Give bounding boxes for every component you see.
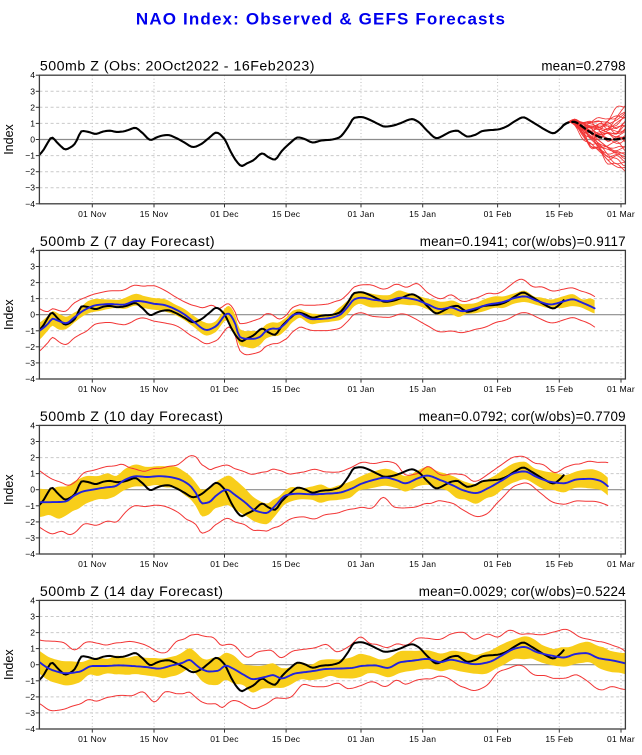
svg-text:0: 0	[30, 660, 35, 670]
svg-text:01 Feb: 01 Feb	[484, 384, 512, 394]
svg-text:0: 0	[30, 135, 35, 145]
svg-text:500mb Z (10 day Forecast): 500mb Z (10 day Forecast)	[40, 409, 224, 425]
svg-text:1: 1	[30, 469, 35, 479]
svg-text:01 Dec: 01 Dec	[210, 384, 239, 394]
svg-text:15 Feb: 15 Feb	[545, 734, 573, 744]
svg-text:−3: −3	[25, 358, 35, 368]
svg-text:mean=0.0029; cor(w/obs)=0.5224: mean=0.0029; cor(w/obs)=0.5224	[419, 584, 626, 599]
svg-text:Index: Index	[2, 474, 16, 505]
svg-text:4: 4	[30, 595, 35, 605]
svg-text:01 Dec: 01 Dec	[210, 559, 239, 569]
svg-text:−4: −4	[25, 374, 35, 384]
svg-text:−1: −1	[25, 676, 35, 686]
svg-text:01 Feb: 01 Feb	[484, 559, 512, 569]
svg-text:mean=0.1941; cor(w/obs)=0.9117: mean=0.1941; cor(w/obs)=0.9117	[420, 234, 626, 249]
svg-text:−4: −4	[25, 724, 35, 734]
svg-text:01 Nov: 01 Nov	[78, 209, 107, 219]
svg-text:−2: −2	[25, 167, 35, 177]
svg-text:15 Dec: 15 Dec	[272, 384, 301, 394]
svg-text:500mb Z (14 day Forecast): 500mb Z (14 day Forecast)	[40, 584, 224, 600]
svg-text:Index: Index	[2, 299, 16, 330]
svg-text:15 Nov: 15 Nov	[140, 209, 169, 219]
svg-text:−2: −2	[25, 692, 35, 702]
svg-text:15 Jan: 15 Jan	[409, 384, 436, 394]
svg-text:01 Mar: 01 Mar	[607, 209, 635, 219]
svg-text:15 Nov: 15 Nov	[140, 384, 169, 394]
svg-text:Index: Index	[2, 123, 16, 154]
svg-text:mean=0.2798: mean=0.2798	[541, 59, 625, 74]
svg-text:01 Nov: 01 Nov	[78, 384, 107, 394]
svg-text:01 Feb: 01 Feb	[484, 209, 512, 219]
svg-text:01 Jan: 01 Jan	[347, 209, 374, 219]
svg-text:15 Feb: 15 Feb	[545, 209, 573, 219]
svg-text:01 Dec: 01 Dec	[210, 209, 239, 219]
svg-text:01 Feb: 01 Feb	[484, 734, 512, 744]
svg-text:NAO Index: Observed & GEFS For: NAO Index: Observed & GEFS Forecasts	[136, 10, 506, 29]
svg-text:15 Feb: 15 Feb	[545, 559, 573, 569]
svg-text:3: 3	[30, 86, 35, 96]
svg-text:Index: Index	[2, 649, 16, 680]
svg-text:01 Jan: 01 Jan	[347, 384, 374, 394]
svg-text:mean=0.0792; cor(w/obs)=0.7709: mean=0.0792; cor(w/obs)=0.7709	[419, 409, 626, 424]
svg-text:2: 2	[30, 628, 35, 638]
svg-text:1: 1	[30, 294, 35, 304]
svg-text:0: 0	[30, 485, 35, 495]
svg-text:−2: −2	[25, 517, 35, 527]
svg-text:500mb Z (7 day Forecast): 500mb Z (7 day Forecast)	[40, 234, 215, 250]
svg-text:15 Dec: 15 Dec	[272, 209, 301, 219]
svg-text:−4: −4	[25, 549, 35, 559]
svg-text:−1: −1	[25, 326, 35, 336]
svg-text:−1: −1	[25, 151, 35, 161]
svg-text:01 Mar: 01 Mar	[607, 559, 635, 569]
svg-text:01 Mar: 01 Mar	[607, 384, 635, 394]
svg-text:−3: −3	[25, 708, 35, 718]
svg-text:0: 0	[30, 310, 35, 320]
svg-text:15 Dec: 15 Dec	[272, 734, 301, 744]
svg-text:4: 4	[30, 70, 35, 80]
svg-text:−2: −2	[25, 342, 35, 352]
svg-text:15 Jan: 15 Jan	[409, 209, 436, 219]
svg-text:15 Jan: 15 Jan	[409, 734, 436, 744]
svg-text:15 Jan: 15 Jan	[409, 559, 436, 569]
svg-text:−3: −3	[25, 183, 35, 193]
svg-text:3: 3	[30, 437, 35, 447]
svg-text:2: 2	[30, 453, 35, 463]
svg-text:−1: −1	[25, 501, 35, 511]
svg-text:15 Dec: 15 Dec	[272, 559, 301, 569]
svg-text:3: 3	[30, 612, 35, 622]
svg-text:2: 2	[30, 278, 35, 288]
svg-text:15 Nov: 15 Nov	[140, 559, 169, 569]
svg-text:4: 4	[30, 245, 35, 255]
svg-text:2: 2	[30, 102, 35, 112]
svg-text:15 Nov: 15 Nov	[140, 734, 169, 744]
svg-text:3: 3	[30, 262, 35, 272]
svg-text:01 Jan: 01 Jan	[347, 734, 374, 744]
svg-text:−4: −4	[25, 199, 35, 209]
svg-text:01 Jan: 01 Jan	[347, 559, 374, 569]
svg-text:1: 1	[30, 644, 35, 654]
svg-text:01 Mar: 01 Mar	[607, 734, 635, 744]
svg-text:15 Feb: 15 Feb	[545, 384, 573, 394]
svg-text:500mb Z (Obs: 20Oct2022 - 16Fe: 500mb Z (Obs: 20Oct2022 - 16Feb2023)	[40, 59, 315, 75]
svg-text:1: 1	[30, 118, 35, 128]
svg-text:4: 4	[30, 420, 35, 430]
svg-text:−3: −3	[25, 533, 35, 543]
svg-text:01 Nov: 01 Nov	[78, 734, 107, 744]
svg-text:01 Dec: 01 Dec	[210, 734, 239, 744]
svg-text:01 Nov: 01 Nov	[78, 559, 107, 569]
